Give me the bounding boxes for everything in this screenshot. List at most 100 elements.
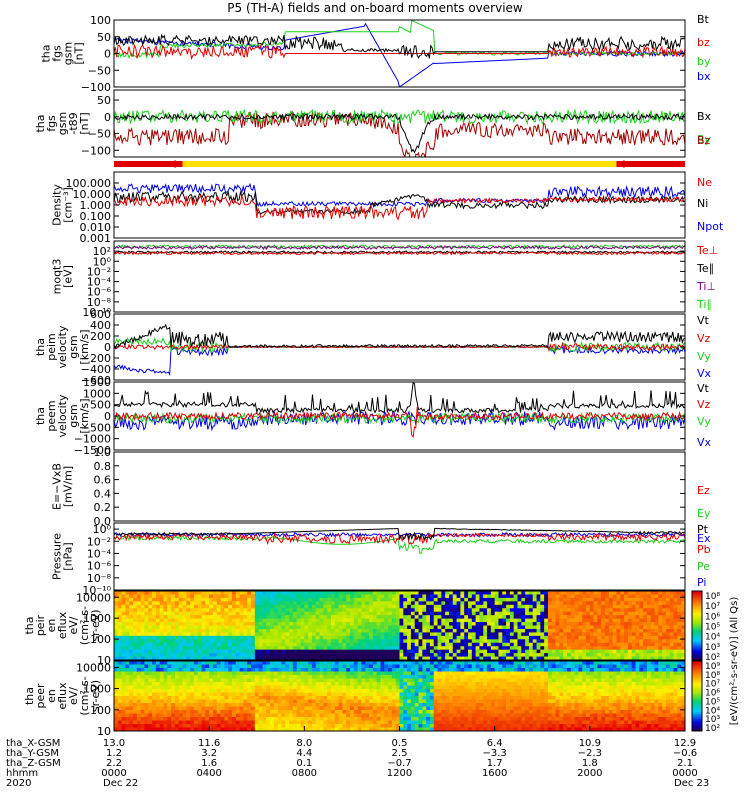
heat-cell (228, 661, 233, 666)
heat-cell (190, 671, 195, 676)
heat-cell (650, 618, 656, 623)
heat-cell (418, 639, 423, 644)
ytick-label-efield: 0.8 (94, 460, 112, 473)
heat-cell (201, 615, 206, 620)
heat-cell (586, 601, 591, 606)
heat-cell (464, 625, 469, 630)
heat-cell (342, 628, 347, 633)
heat-cell (437, 671, 442, 676)
heat-cell (547, 604, 553, 609)
heat-cell (353, 646, 359, 651)
heat-cell (247, 635, 252, 640)
heat-cell (163, 713, 168, 718)
heat-cell (232, 706, 237, 711)
heat-cell (384, 685, 389, 690)
heat-cell (487, 604, 492, 609)
heat-cell (327, 601, 332, 606)
heat-cell (163, 724, 168, 729)
heat-cell (251, 628, 256, 633)
heat-cell (635, 604, 640, 609)
heat-cell (258, 604, 264, 609)
heat-cell (399, 656, 404, 660)
heat-cell (144, 664, 149, 669)
heat-cell (296, 601, 302, 606)
heat-cell (468, 625, 473, 630)
heat-cell (159, 656, 165, 660)
heat-cell (380, 601, 385, 606)
heat-cell (216, 664, 222, 669)
heat-cell (235, 591, 241, 596)
heat-cell (460, 639, 465, 644)
heat-cell (308, 594, 313, 599)
heat-cell (540, 628, 545, 633)
heat-cell (232, 594, 237, 599)
heat-cell (502, 611, 507, 616)
heat-cell (608, 594, 614, 599)
heat-cell (323, 591, 328, 596)
heat-cell (532, 646, 538, 651)
heat-cell (574, 591, 580, 596)
heat-cell (262, 591, 267, 596)
heat-cell (308, 664, 313, 669)
heat-cell (125, 622, 130, 627)
heat-cell (266, 713, 271, 718)
heat-cell (292, 703, 298, 708)
heat-cell (319, 639, 324, 644)
heat-cell (254, 618, 260, 623)
heat-cell (285, 597, 290, 602)
heat-cell (464, 618, 469, 623)
heat-cell (521, 646, 526, 651)
heat-cell (285, 649, 290, 654)
heat-cell (346, 699, 351, 704)
heat-cell (399, 604, 404, 609)
heat-cell (281, 678, 286, 683)
heat-cell (384, 601, 389, 606)
heat-cell (190, 653, 195, 658)
heat-cell (289, 710, 294, 715)
heat-cell (315, 675, 321, 680)
heat-cell (243, 668, 248, 673)
heat-cell (452, 646, 458, 651)
heat-cell (308, 661, 313, 666)
heat-cell (471, 656, 477, 660)
heat-cell (152, 720, 157, 725)
heat-cell (178, 671, 184, 676)
heat-cell (429, 622, 435, 627)
heat-cell (300, 618, 305, 623)
heat-cell (566, 635, 572, 640)
heat-cell (277, 668, 283, 673)
heat-cell (418, 642, 423, 647)
heat-cell (677, 597, 682, 602)
heat-cell (433, 682, 439, 687)
heat-cell (563, 622, 568, 627)
heat-cell (148, 727, 153, 731)
heat-cell (426, 668, 431, 673)
heat-cell (646, 597, 652, 602)
heat-cell (369, 724, 374, 729)
heat-cell (289, 664, 294, 669)
heat-cell (239, 604, 245, 609)
heat-cell (232, 604, 237, 609)
heat-cell (433, 668, 439, 673)
heat-cell (304, 727, 309, 731)
heat-cell (197, 699, 203, 704)
heat-cell (346, 675, 351, 680)
heat-cell (212, 635, 218, 640)
heat-cell (277, 661, 283, 666)
heat-cell (159, 710, 165, 715)
heat-cell (163, 661, 168, 666)
heat-cell (125, 653, 130, 658)
heat-cell (258, 682, 264, 687)
heat-cell (121, 611, 127, 616)
heat-cell (365, 594, 370, 599)
heat-cell (551, 649, 557, 654)
heat-cell (311, 625, 317, 630)
heat-cell (437, 699, 442, 704)
heat-cell (483, 646, 488, 651)
heat-cell (612, 604, 618, 609)
heat-cell (319, 689, 324, 694)
heat-cell (380, 717, 385, 722)
heat-cell (620, 642, 625, 647)
heat-cell (620, 622, 625, 627)
heat-cell (285, 671, 290, 676)
